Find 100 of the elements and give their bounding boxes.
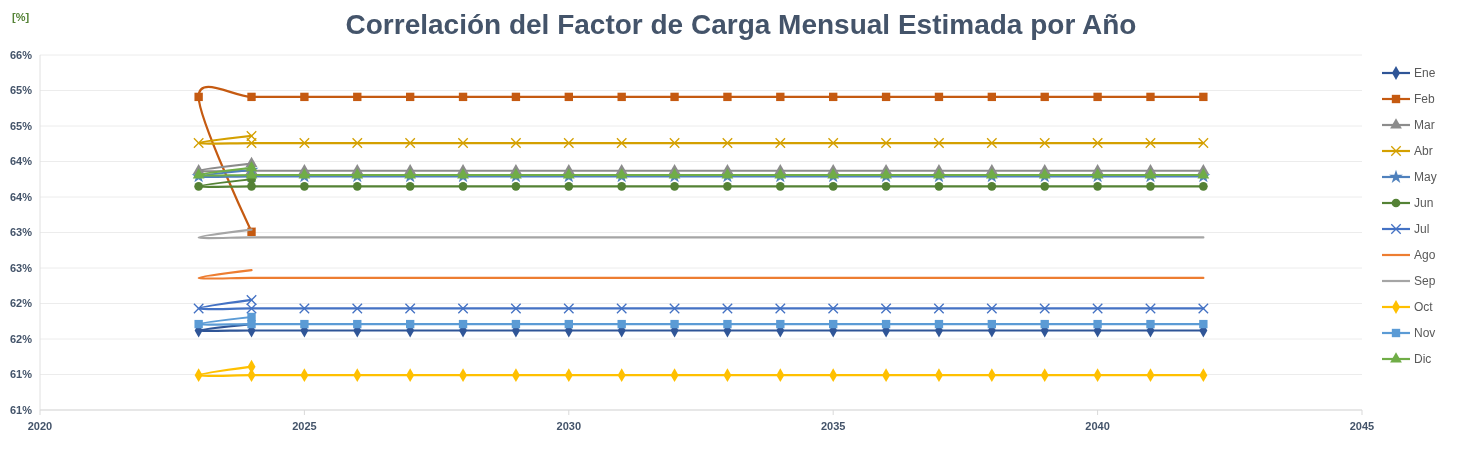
point — [617, 92, 626, 102]
y-tick-label: 65% — [9, 84, 33, 97]
point — [351, 303, 363, 314]
point — [880, 137, 892, 149]
point — [193, 137, 205, 149]
point — [1145, 137, 1156, 149]
point — [987, 92, 997, 102]
point — [404, 303, 416, 314]
point — [880, 303, 892, 314]
point — [776, 92, 785, 102]
point — [775, 181, 785, 191]
point — [1199, 92, 1208, 102]
point — [1197, 137, 1209, 149]
point — [563, 137, 575, 149]
point — [721, 168, 734, 179]
point — [1146, 92, 1155, 102]
point — [1197, 168, 1210, 179]
point — [881, 92, 891, 102]
point — [1039, 303, 1051, 314]
point — [299, 137, 310, 149]
point — [985, 168, 998, 179]
legend-label: Feb — [1414, 92, 1435, 107]
point — [774, 137, 786, 149]
point — [1145, 303, 1156, 314]
point — [723, 92, 732, 102]
point — [933, 168, 945, 179]
x-tick-label: 2020 — [27, 420, 53, 432]
point — [827, 137, 839, 149]
point — [563, 303, 575, 314]
point — [247, 92, 256, 102]
point — [194, 92, 203, 102]
point — [1092, 137, 1103, 149]
point — [192, 168, 205, 179]
point — [353, 92, 362, 102]
point — [723, 181, 732, 191]
point — [776, 319, 785, 329]
y-tick-label: 65% — [9, 119, 33, 132]
point — [1091, 168, 1104, 179]
y-tick-label: 63% — [9, 261, 33, 274]
point — [194, 319, 203, 329]
point — [246, 303, 257, 314]
point — [774, 303, 786, 314]
point — [669, 137, 680, 149]
point — [722, 137, 733, 149]
legend-label: Mar — [1414, 118, 1435, 133]
y-tick-label: 62% — [9, 332, 33, 345]
point — [246, 130, 257, 142]
point — [1092, 303, 1103, 314]
legend-label: Sep — [1414, 274, 1436, 289]
point — [1197, 303, 1209, 314]
point — [458, 92, 468, 102]
point — [670, 319, 679, 329]
point — [829, 92, 838, 102]
x-tick-label: 2045 — [1349, 420, 1375, 432]
point — [1093, 319, 1102, 329]
y-tick-label: 61% — [9, 368, 33, 381]
point — [405, 92, 415, 102]
point — [300, 181, 309, 191]
point — [881, 181, 891, 191]
point — [458, 319, 468, 329]
legend-label: Dic — [1414, 352, 1432, 367]
y-tick-label: 61% — [9, 403, 33, 416]
legend-label: Oct — [1414, 300, 1434, 315]
point — [1199, 319, 1208, 329]
point — [457, 137, 469, 149]
point — [1040, 181, 1050, 191]
point — [1146, 181, 1155, 191]
point — [828, 181, 838, 191]
point — [827, 168, 840, 179]
y-tick-label: 63% — [9, 226, 33, 239]
legend-label: Jul — [1414, 222, 1430, 237]
point — [933, 137, 945, 149]
y-tick-label: 62% — [9, 297, 33, 310]
point — [562, 168, 575, 179]
chart-title: Correlación del Factor de Carga Mensual Estimada por Año — [345, 9, 1137, 40]
y-tick-label: 66% — [9, 48, 33, 61]
y-tick-label: 64% — [9, 155, 33, 168]
point — [1144, 168, 1157, 179]
x-tick-label: 2035 — [820, 420, 846, 432]
point — [829, 319, 838, 329]
point — [246, 294, 257, 306]
point — [1040, 92, 1049, 102]
point — [299, 303, 310, 314]
point — [352, 181, 362, 191]
point — [670, 92, 679, 102]
point — [510, 303, 522, 314]
point — [986, 303, 998, 314]
point — [510, 168, 522, 179]
point — [404, 168, 417, 179]
point — [670, 181, 679, 191]
point — [1198, 181, 1208, 191]
point — [722, 303, 733, 314]
legend-label: Ago — [1414, 248, 1436, 263]
point — [300, 319, 309, 329]
point — [774, 168, 787, 179]
point — [617, 319, 626, 329]
point — [564, 319, 573, 329]
point — [880, 168, 892, 179]
point — [615, 168, 628, 179]
legend-label: Abr — [1414, 144, 1433, 159]
